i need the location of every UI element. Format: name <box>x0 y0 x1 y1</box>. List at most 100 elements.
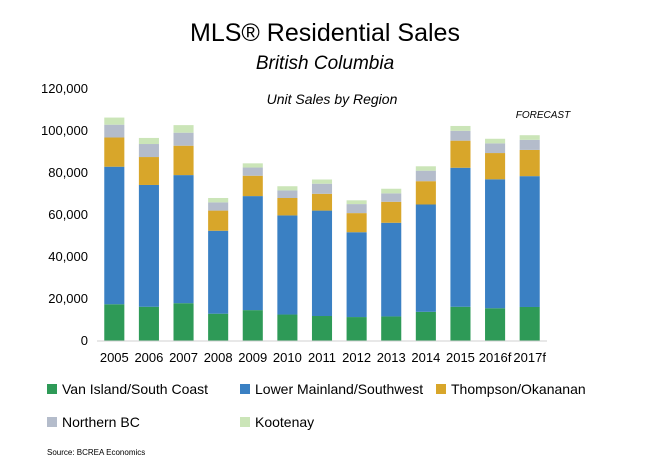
bar-segment <box>242 196 263 311</box>
x-tick-label: 2017f <box>513 350 546 365</box>
bar-segment <box>415 181 436 205</box>
y-tick-label: 40,000 <box>48 249 88 264</box>
bar-segment <box>346 200 367 205</box>
bar-segment <box>208 230 229 314</box>
bar-segment <box>519 135 540 140</box>
bar-segment <box>173 132 194 146</box>
bar-segment <box>485 153 506 180</box>
bar-segment <box>173 125 194 133</box>
bar-segment <box>277 186 298 191</box>
bar-segment <box>450 125 471 131</box>
bar-segment <box>104 166 125 305</box>
legend-label: Northern BC <box>62 414 140 430</box>
y-tick-label: 80,000 <box>48 165 88 180</box>
legend-swatch <box>436 384 446 394</box>
bar-segment <box>242 310 263 341</box>
bar-segment <box>173 175 194 304</box>
bar-segment <box>485 179 506 309</box>
x-tick-label: 2010 <box>273 350 302 365</box>
bar-segment <box>311 193 333 211</box>
bar-segment <box>311 316 333 341</box>
bar-segment <box>242 163 263 168</box>
bar-segment <box>346 317 367 341</box>
bar-segment <box>277 190 298 198</box>
bar-segment <box>138 137 159 145</box>
bar-segment <box>311 210 333 317</box>
bar-segment <box>381 188 402 194</box>
bar-segment <box>104 137 125 167</box>
x-tick-label: 2014 <box>411 350 440 365</box>
bar-segment <box>519 306 540 341</box>
bar-segment <box>485 143 506 154</box>
bar-segment <box>381 316 402 341</box>
bar-segment <box>346 213 367 233</box>
x-tick-label: 2009 <box>238 350 267 365</box>
bar-segment <box>138 184 159 307</box>
bar-segment <box>346 232 367 318</box>
y-tick-label: 0 <box>81 333 88 348</box>
bar-segment <box>277 215 298 315</box>
legend-swatch <box>240 384 250 394</box>
bar-segment <box>519 176 540 307</box>
y-tick-label: 120,000 <box>41 81 88 96</box>
bar-segment <box>519 149 540 177</box>
inner-title: Unit Sales by Region <box>267 91 398 107</box>
chart-title: MLS® Residential Sales <box>190 19 460 47</box>
bar-segment <box>277 314 298 341</box>
bar-segment <box>450 167 471 307</box>
bar-segment <box>208 313 229 341</box>
legend-swatch <box>47 417 57 427</box>
x-tick-label: 2011 <box>308 350 336 365</box>
x-tick-label: 2008 <box>204 350 233 365</box>
legend-label: Thompson/Okananan <box>451 381 586 397</box>
x-tick-label: 2012 <box>342 350 371 365</box>
x-tick-label: 2013 <box>377 350 406 365</box>
y-tick-label: 100,000 <box>41 123 88 138</box>
y-tick-label: 20,000 <box>48 291 88 306</box>
bar-segment <box>138 144 159 158</box>
bar-segment <box>104 124 125 138</box>
bar-segment <box>208 202 229 211</box>
legend-swatch <box>240 417 250 427</box>
legend: Van Island/South Coast Lower Mainland/Sou… <box>47 381 586 430</box>
bar-segment <box>519 139 540 150</box>
bar-segment <box>415 166 436 171</box>
bar-segment <box>415 204 436 312</box>
bar-segment <box>415 311 436 341</box>
bar-segment <box>242 167 263 176</box>
legend-swatch <box>47 384 57 394</box>
y-axis: 0 20,000 40,000 60,000 80,000 100,000 120,000 <box>41 81 88 348</box>
bar-segment <box>104 117 125 125</box>
bar-segment <box>381 222 402 317</box>
bar-segment <box>415 170 436 182</box>
bar-segment <box>311 179 333 184</box>
legend-label: Kootenay <box>255 414 314 430</box>
bar-segment <box>208 210 229 231</box>
bar-segment <box>277 197 298 216</box>
bar-segment <box>242 175 263 197</box>
chart-subtitle: British Columbia <box>256 53 394 74</box>
bar-segment <box>208 197 229 203</box>
bar-segment <box>346 204 367 214</box>
bar-segment <box>450 306 471 341</box>
legend-label: Van Island/South Coast <box>62 381 208 397</box>
x-tick-label: 2015 <box>446 350 475 365</box>
bar-segment <box>311 183 333 194</box>
bar-segment <box>485 308 506 341</box>
source-note: Source: BCREA Economics <box>47 448 145 457</box>
bar-segment <box>450 140 471 168</box>
bar-segment <box>173 303 194 341</box>
bar-segment <box>138 157 159 185</box>
x-tick-label: 2005 <box>100 350 129 365</box>
bars <box>104 117 540 341</box>
bar-segment <box>381 201 402 223</box>
bar-segment <box>450 130 471 141</box>
x-axis: 2005 2006 2007 2008 2009 2010 2011 2012 2013 2014… <box>97 340 547 365</box>
bar-segment <box>104 304 125 341</box>
y-tick-label: 60,000 <box>48 207 88 222</box>
x-tick-label: 2006 <box>134 350 163 365</box>
bar-segment <box>138 306 159 341</box>
bar-segment <box>381 193 402 202</box>
